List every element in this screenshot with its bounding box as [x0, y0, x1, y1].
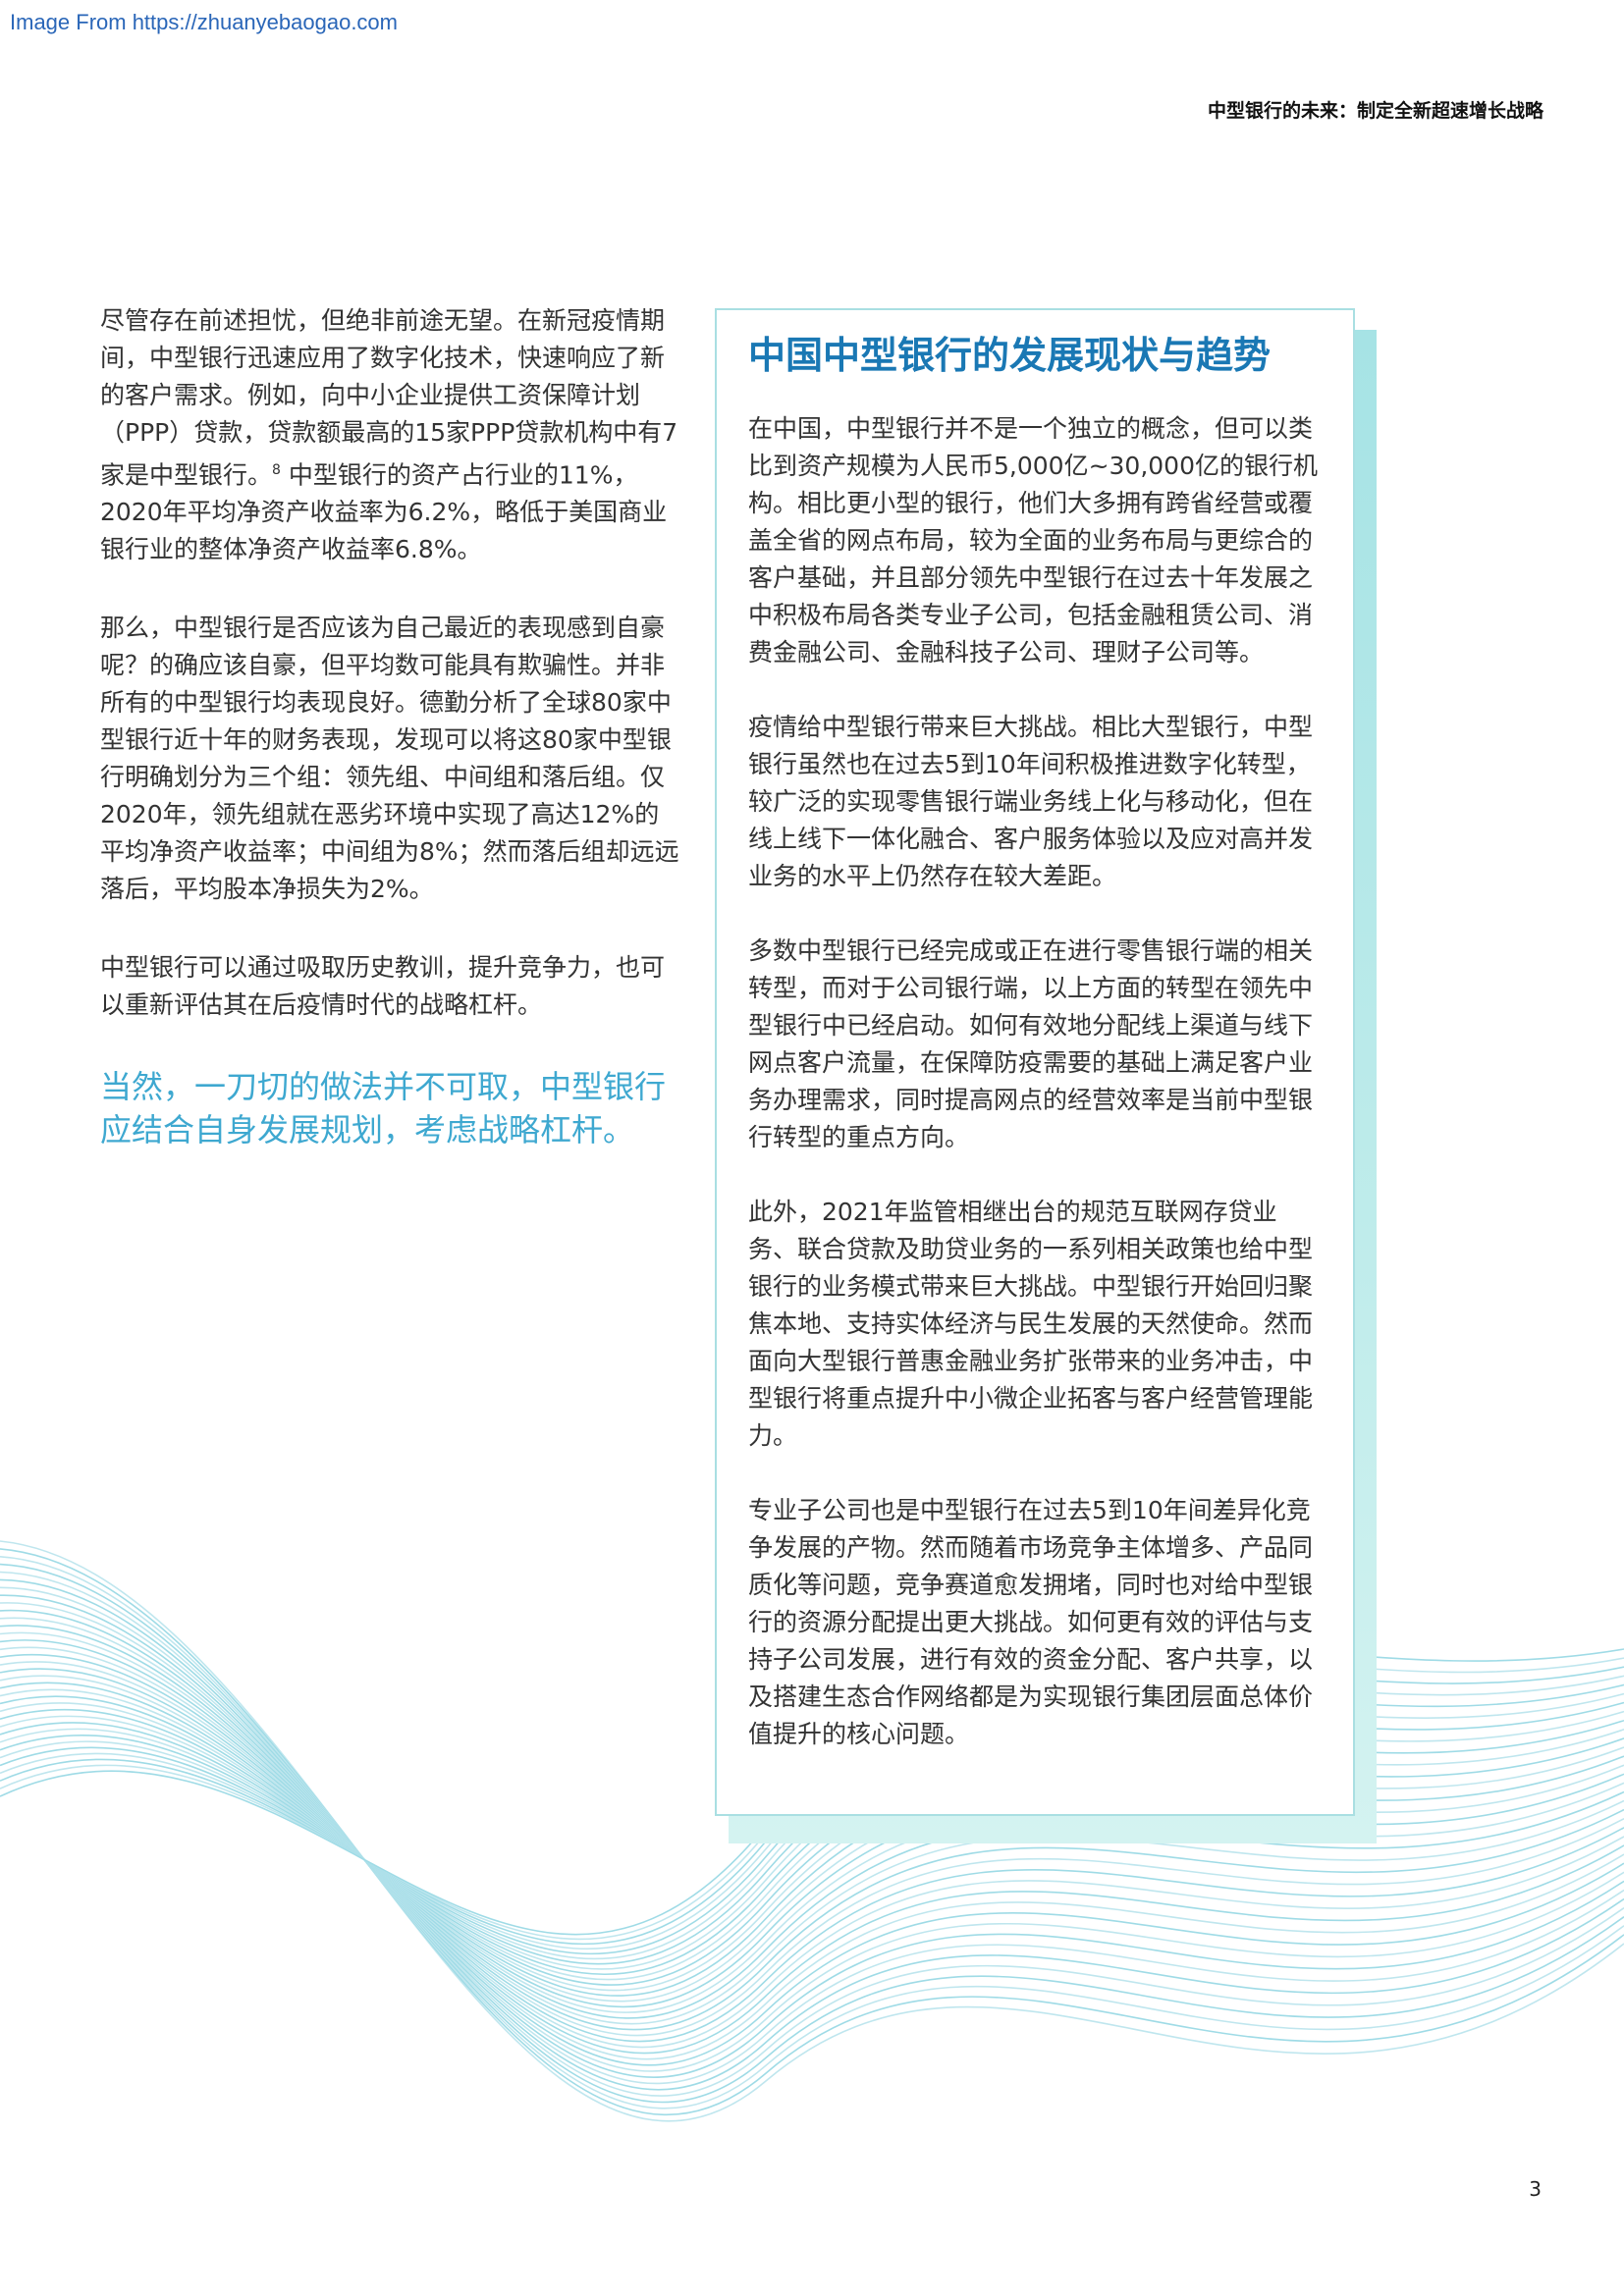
sidebar-title: 中国中型银行的发展现状与趋势 — [748, 334, 1272, 377]
wave-line — [0, 1646, 1624, 2037]
wave-line — [0, 1661, 1624, 2025]
paragraph-text: 尽管存在前述担忧，但绝非前途无望。在新冠疫情期间，中型银行迅速应用了数字化技术，… — [100, 306, 678, 490]
sidebar-paragraph-2: 疫情给中型银行带来巨大挑战。相比大型银行，中型银行虽然也在过去5到10年间积极推… — [748, 713, 1314, 890]
sidebar-paragraph-3: 多数中型银行已经完成或正在进行零售银行端的相关转型，而对于公司银行端，以上方面的… — [748, 936, 1314, 1151]
wave-line — [0, 1631, 1624, 2049]
wave-line — [0, 1639, 1624, 2043]
wave-line — [0, 1668, 1624, 2019]
pull-quote: 当然，一刀切的做法并不可取，中型银行应结合自身发展规划，考虑战略杠杆。 — [100, 1068, 667, 1149]
wave-line — [0, 1540, 1624, 2122]
body-paragraph-2: 那么，中型银行是否应该为自己最近的表现感到自豪呢？的确应该自豪，但平均数可能具有… — [100, 614, 679, 904]
page-number: 3 — [1529, 2177, 1542, 2201]
wave-line — [0, 1563, 1624, 2104]
wave-line — [0, 1610, 1624, 2066]
wave-line — [0, 1571, 1624, 2097]
source-watermark: Image From https://zhuanyebaogao.com — [10, 10, 398, 34]
wave-line — [0, 1625, 1624, 2055]
sidebar-paragraph-5: 专业子公司也是中型银行在过去5到10年间差异化竞争发展的产物。然而随着市场竞争主… — [748, 1496, 1314, 1748]
footnote-marker: 8 — [272, 462, 281, 478]
wave-line — [0, 1548, 1624, 2116]
wave-line — [0, 1602, 1624, 2072]
paragraph-text-continued: 中型银行的资产占行业的11%，2020年平均净资产收益率为6.2%，略低于美国商… — [100, 460, 668, 564]
wave-line — [0, 1594, 1624, 2078]
wave-line — [0, 1617, 1624, 2060]
wave-line — [0, 1578, 1624, 2091]
sidebar-paragraph-1: 在中国，中型银行并不是一个独立的概念，但可以类比到资产规模为人民币5,000亿~… — [748, 414, 1318, 667]
wave-line — [0, 1586, 1624, 2084]
sidebar-paragraph-4: 此外，2021年监管相继出台的规范互联网存贷业务、联合贷款及助贷业务的一系列相关… — [748, 1198, 1314, 1450]
wave-line — [0, 1556, 1624, 2109]
running-header-title: 中型银行的未来：制定全新超速增长战略 — [1207, 100, 1543, 122]
body-paragraph-1: 尽管存在前述担忧，但绝非前途无望。在新冠疫情期间，中型银行迅速应用了数字化技术，… — [100, 302, 679, 568]
left-column: 尽管存在前述担忧，但绝非前途无望。在新冠疫情期间，中型银行迅速应用了数字化技术，… — [100, 302, 679, 1151]
body-paragraph-3: 中型银行可以通过吸取历史教训，提升竞争力，也可以重新评估其在后疫情时代的战略杠杆… — [100, 953, 666, 1020]
wave-line — [0, 1654, 1624, 2031]
sidebar-box: 中国中型银行的发展现状与趋势 在中国，中型银行并不是一个独立的概念，但可以类比到… — [715, 308, 1355, 1816]
